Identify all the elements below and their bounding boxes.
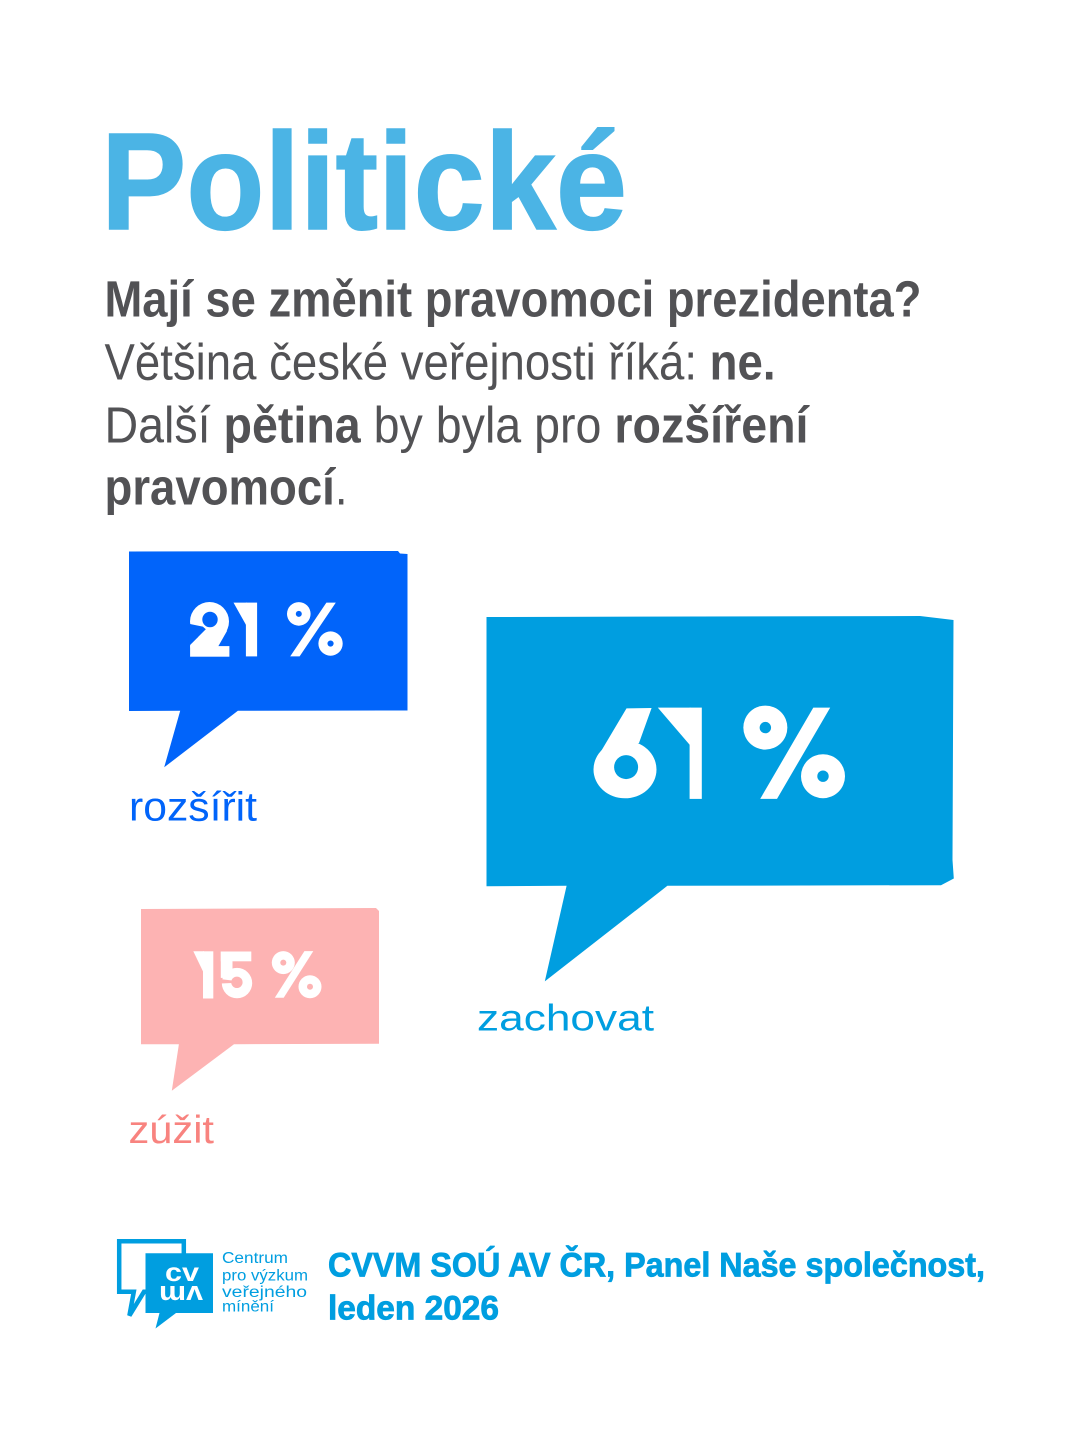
svg-text:leden 2026: leden 2026 [328,1290,499,1328]
svg-text:vm: vm [159,1280,203,1310]
svg-text:zúžit: zúžit [129,1109,215,1152]
svg-text:cv: cv [165,1257,200,1287]
svg-text:rozšířit: rozšířit [129,783,258,829]
svg-text:veřejného: veřejného [222,1284,307,1301]
svg-text:mínění: mínění [222,1299,275,1316]
svg-text:Další pětina by byla pro rozší: Další pětina by byla pro rozšíření [105,397,811,454]
svg-text:Centrum: Centrum [222,1250,288,1267]
svg-text:pro výzkum: pro výzkum [222,1268,308,1285]
svg-text:zachovat: zachovat [477,998,655,1039]
svg-text:pravomocí.: pravomocí. [105,459,348,516]
svg-text:Politické: Politické [101,105,627,259]
svg-text:Mají se změnit pravomoci prezi: Mají se změnit pravomoci prezidenta? [105,271,922,328]
svg-text:CVVM SOÚ AV ČR, Panel Naše spo: CVVM SOÚ AV ČR, Panel Naše společnost, [328,1246,985,1285]
svg-text:Většina české veřejnosti říká:: Většina české veřejnosti říká: ne. [105,334,776,391]
